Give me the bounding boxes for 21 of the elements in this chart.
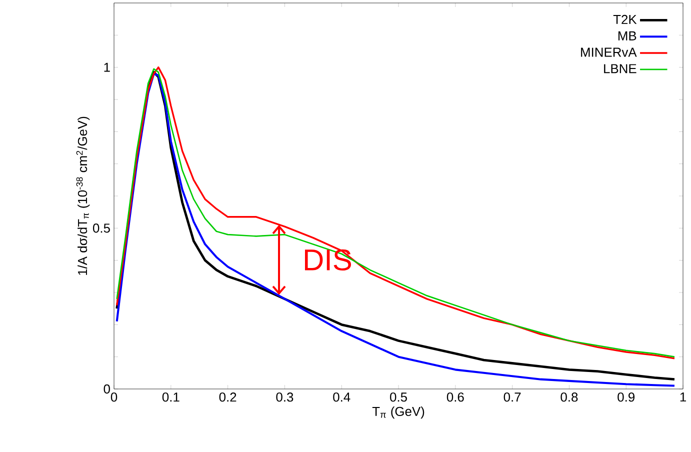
y-tick-label: 0.5 bbox=[92, 224, 110, 233]
annotation: DIS bbox=[304, 249, 351, 271]
legend-label: T2K bbox=[613, 14, 637, 24]
x-tick-label: 0.2 bbox=[219, 392, 236, 402]
x-tick-label: 0.5 bbox=[390, 392, 407, 402]
x-tick-label: 0.7 bbox=[504, 392, 521, 402]
y-tick-label: 0 bbox=[104, 384, 110, 394]
x-tick-label: 0.4 bbox=[333, 392, 350, 402]
x-tick-label: 0.1 bbox=[162, 392, 180, 402]
x-tick-label: 0.9 bbox=[618, 392, 634, 402]
legend-label: MINERvA bbox=[581, 48, 637, 57]
x-tick-label: 0 bbox=[110, 392, 118, 402]
x-tick-label: 0.8 bbox=[560, 392, 578, 402]
x-tick-label: 1 bbox=[680, 392, 686, 402]
x-axis-title: T$_{π}$ (GeV) bbox=[372, 406, 424, 419]
y-axis-title: 1/A dσ/dT$_{π}$ (10$^{-38}$ cm$^{2}$/GeV) bbox=[76, 116, 90, 275]
legend-label: LBNE bbox=[604, 64, 636, 74]
legend-label: MB bbox=[618, 31, 636, 40]
x-tick-label: 0.3 bbox=[276, 392, 294, 402]
x-tick-label: 0.6 bbox=[446, 392, 464, 402]
y-tick-label: 1 bbox=[104, 62, 110, 72]
